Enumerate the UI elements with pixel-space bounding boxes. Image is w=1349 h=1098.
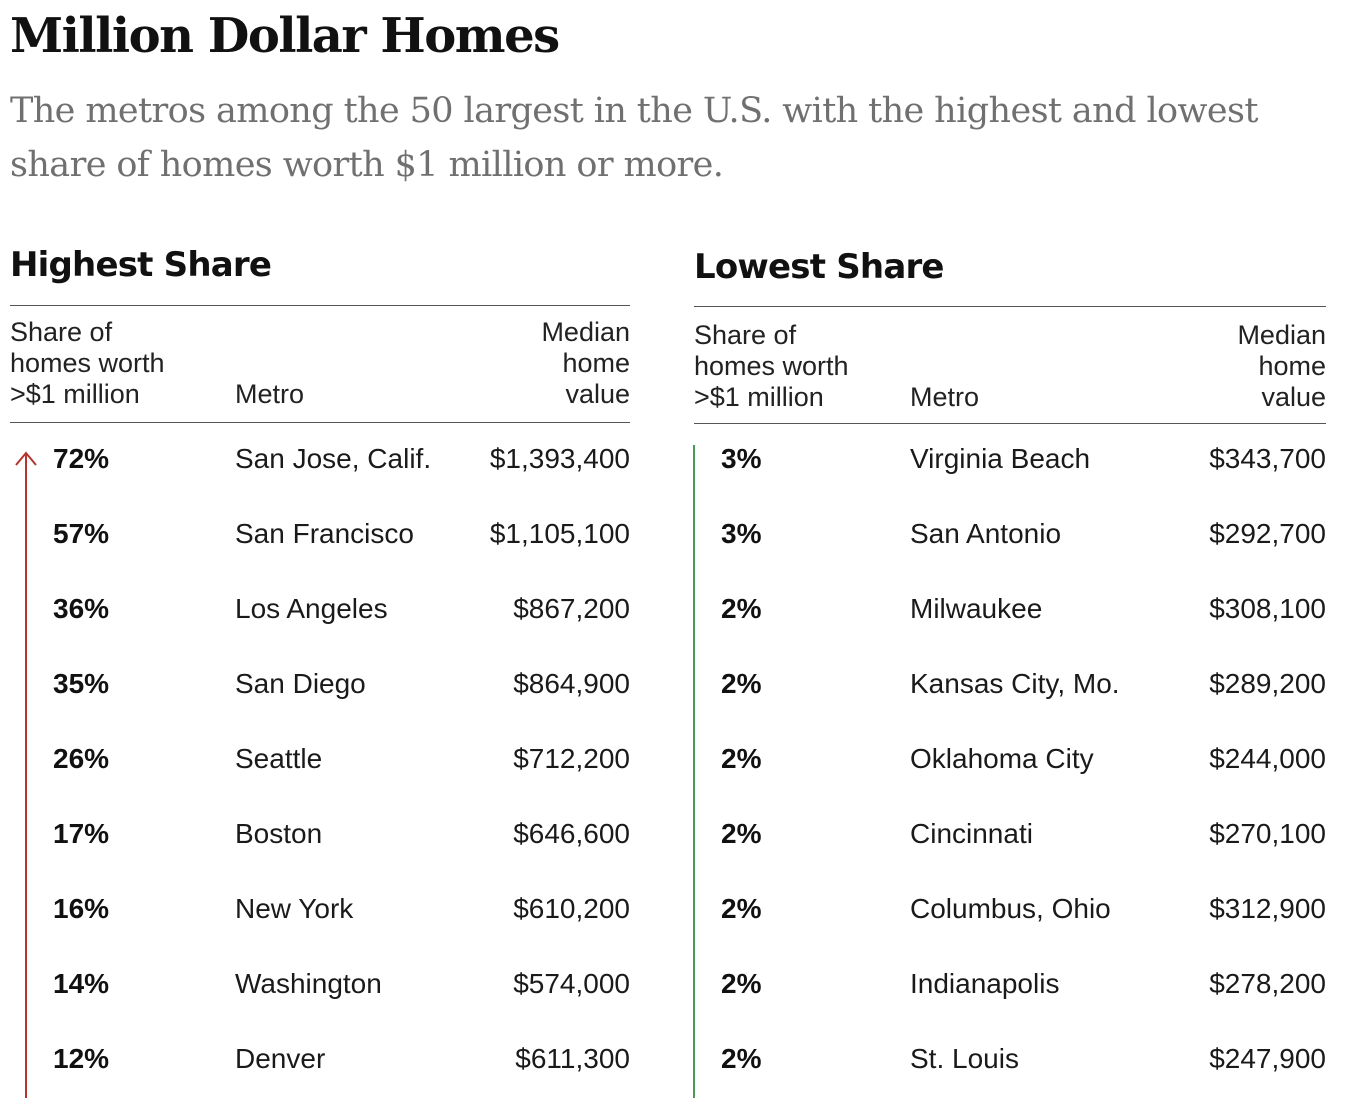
- share-value: 72%: [53, 443, 110, 474]
- metro-name: New York: [235, 893, 354, 924]
- metro-name: Kansas City, Mo.: [910, 668, 1120, 699]
- metro-name: San Antonio: [910, 518, 1062, 549]
- column-header-metro: Metro: [235, 379, 305, 409]
- table-row: 26% Seattle $712,200: [10, 723, 630, 798]
- share-value: 2%: [721, 743, 762, 774]
- table-row: 2% Kansas City, Mo. $289,200: [694, 648, 1326, 723]
- table-row: 2% Indianapolis $278,200: [694, 948, 1326, 1023]
- share-value: 12%: [53, 1043, 110, 1074]
- median-home-value: $864,900: [513, 668, 630, 699]
- table-title: Lowest Share: [694, 247, 944, 287]
- table-row: 3% Virginia Beach $343,700: [694, 423, 1326, 498]
- metro-name: Indianapolis: [910, 968, 1060, 999]
- median-home-value: $646,600: [513, 818, 630, 849]
- table-row: 72% San Jose, Calif. $1,393,400: [10, 423, 630, 498]
- table-row: 2% Milwaukee $308,100: [694, 573, 1326, 648]
- share-value: 3%: [721, 443, 762, 474]
- share-value: 14%: [53, 968, 110, 999]
- table-header-rule: [694, 423, 1326, 424]
- metro-name: San Jose, Calif.: [235, 443, 432, 474]
- median-home-value: $1,393,400: [489, 443, 630, 474]
- table-row: 2% Cincinnati $270,100: [694, 798, 1326, 873]
- table-title: Highest Share: [10, 245, 272, 285]
- share-value: 16%: [53, 893, 110, 924]
- metro-name: Columbus, Ohio: [910, 893, 1111, 924]
- metro-name: Boston: [235, 818, 323, 849]
- median-home-value: $247,900: [1209, 1043, 1326, 1074]
- table-row: 57% San Francisco $1,105,100: [10, 498, 630, 573]
- metro-name: Seattle: [235, 743, 323, 774]
- share-value: 2%: [721, 668, 762, 699]
- page-subtitle: The metros among the 50 largest in the U…: [10, 91, 1258, 185]
- metro-name: Los Angeles: [235, 593, 388, 624]
- column-header-share: Share of homes worth >$1 million: [10, 317, 165, 409]
- median-home-value: $712,200: [513, 743, 630, 774]
- table-row: 2% Oklahoma City $244,000: [694, 723, 1326, 798]
- table-row: 16% New York $610,200: [10, 873, 630, 948]
- metro-name: Milwaukee: [910, 593, 1043, 624]
- metro-name: Washington: [235, 968, 382, 999]
- metro-name: Virginia Beach: [910, 443, 1091, 474]
- table-header-rule: [10, 422, 630, 423]
- median-home-value: $312,900: [1209, 893, 1326, 924]
- median-home-value: $270,100: [1209, 818, 1326, 849]
- share-value: 26%: [53, 743, 110, 774]
- table-row: 14% Washington $574,000: [10, 948, 630, 1023]
- column-header-share: Share of homes worth >$1 million: [694, 320, 849, 412]
- table-top-rule: [10, 305, 630, 306]
- share-value: 2%: [721, 968, 762, 999]
- share-value: 17%: [53, 818, 110, 849]
- table-top-rule: [694, 306, 1326, 307]
- highest-share-table: Highest Share Share of homes worth >$1 m…: [10, 245, 630, 1098]
- metro-name: Denver: [235, 1043, 326, 1074]
- median-home-value: $278,200: [1209, 968, 1326, 999]
- column-header-metro: Metro: [910, 382, 980, 412]
- share-value: 35%: [53, 668, 110, 699]
- metro-name: Oklahoma City: [910, 743, 1094, 774]
- lowest-share-table: Lowest Share Share of homes worth >$1 mi…: [693, 245, 1326, 1098]
- median-home-value: $867,200: [513, 593, 630, 624]
- page-title: Million Dollar Homes: [10, 8, 560, 64]
- vertical-line-icon: [693, 445, 695, 1098]
- median-home-value: $244,000: [1209, 743, 1326, 774]
- median-home-value: $289,200: [1209, 668, 1326, 699]
- table-row: 2% St. Louis $247,900: [694, 1023, 1326, 1098]
- up-arrow-icon: [15, 451, 37, 1098]
- metro-name: San Francisco: [235, 518, 414, 549]
- share-value: 57%: [53, 518, 110, 549]
- table-row: 2% Columbus, Ohio $312,900: [694, 873, 1326, 948]
- table-row: 17% Boston $646,600: [10, 798, 630, 873]
- median-home-value: $574,000: [513, 968, 630, 999]
- median-home-value: $611,300: [515, 1043, 630, 1074]
- table-row: 12% Denver $611,300: [10, 1023, 630, 1098]
- share-value: 36%: [53, 593, 110, 624]
- metro-name: Cincinnati: [910, 818, 1033, 849]
- metro-name: San Diego: [235, 668, 366, 699]
- column-header-median-value: Median home value: [1237, 320, 1326, 412]
- share-value: 2%: [721, 893, 762, 924]
- median-home-value: $292,700: [1209, 518, 1326, 549]
- median-home-value: $343,700: [1209, 443, 1326, 474]
- median-home-value: $308,100: [1209, 593, 1326, 624]
- table-row: 35% San Diego $864,900: [10, 648, 630, 723]
- median-home-value: $610,200: [513, 893, 630, 924]
- metro-name: St. Louis: [910, 1043, 1019, 1074]
- table-row: 3% San Antonio $292,700: [694, 498, 1326, 573]
- table-row: 36% Los Angeles $867,200: [10, 573, 630, 648]
- share-value: 3%: [721, 518, 762, 549]
- column-header-median-value: Median home value: [541, 317, 630, 409]
- median-home-value: $1,105,100: [489, 518, 630, 549]
- share-value: 2%: [721, 593, 762, 624]
- share-value: 2%: [721, 818, 762, 849]
- share-value: 2%: [721, 1043, 762, 1074]
